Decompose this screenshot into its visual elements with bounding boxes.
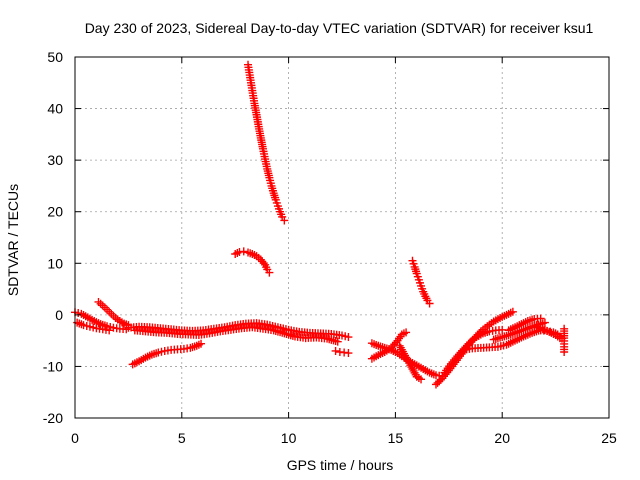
- y-tick-label: 30: [47, 152, 63, 168]
- x-axis-label: GPS time / hours: [287, 457, 394, 473]
- axis-ticks: 0 5 10 15 20 25 -20 -10 0 10 20 30 40 50: [43, 49, 617, 446]
- data-point: [417, 375, 426, 384]
- x-tick-label: 20: [494, 430, 510, 446]
- data-marks: [71, 60, 569, 389]
- y-tick-label: 10: [47, 255, 63, 271]
- data-point: [333, 337, 342, 346]
- data-point: [464, 339, 473, 348]
- x-tick-label: 5: [178, 430, 186, 446]
- y-tick-label: 0: [55, 307, 63, 323]
- y-tick-label: -20: [43, 410, 63, 426]
- data-point: [425, 299, 434, 308]
- data-point: [265, 268, 274, 277]
- data-point: [344, 333, 353, 342]
- plot-frame: [74, 56, 610, 419]
- data-point: [197, 339, 206, 348]
- data-point: [508, 307, 517, 316]
- x-tick-label: 0: [71, 430, 79, 446]
- y-tick-label: 40: [47, 101, 63, 117]
- x-tick-label: 10: [281, 430, 297, 446]
- chart-title: Day 230 of 2023, Sidereal Day-to-day VTE…: [85, 20, 594, 36]
- grid-lines: [75, 57, 609, 418]
- data-point: [105, 326, 114, 335]
- data-point: [331, 346, 340, 355]
- data-point: [540, 318, 549, 327]
- data-point: [239, 247, 248, 256]
- x-tick-label: 25: [601, 430, 617, 446]
- y-tick-label: 20: [47, 204, 63, 220]
- data-point: [560, 347, 569, 356]
- data-point: [344, 349, 353, 358]
- y-tick-label: -10: [43, 358, 63, 374]
- y-tick-label: 50: [47, 49, 63, 65]
- x-tick-label: 15: [388, 430, 404, 446]
- data-point: [259, 259, 268, 268]
- data-point: [536, 314, 545, 323]
- data-point: [280, 216, 289, 225]
- data-point: [402, 328, 411, 337]
- y-axis-label: SDTVAR / TECUs: [5, 184, 21, 296]
